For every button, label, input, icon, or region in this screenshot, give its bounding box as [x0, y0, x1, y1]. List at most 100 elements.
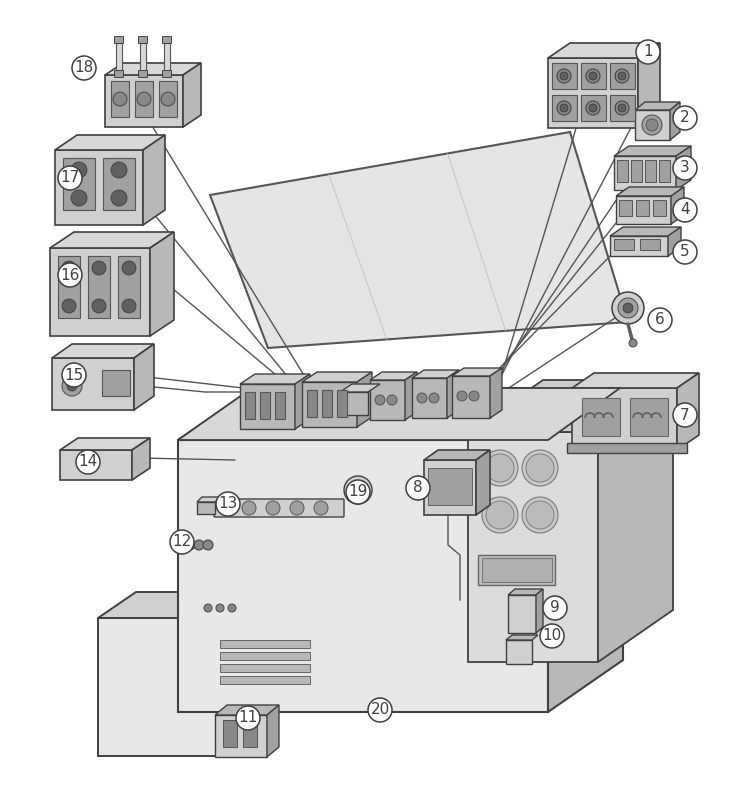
Circle shape	[375, 395, 385, 405]
Circle shape	[560, 72, 568, 80]
Text: 4: 4	[681, 202, 690, 218]
Polygon shape	[617, 160, 628, 182]
Polygon shape	[468, 380, 673, 432]
Text: 8: 8	[413, 481, 423, 495]
Polygon shape	[610, 236, 668, 256]
Polygon shape	[490, 368, 502, 418]
Polygon shape	[572, 388, 677, 450]
Polygon shape	[295, 374, 310, 429]
Circle shape	[228, 604, 236, 612]
Text: 7: 7	[681, 407, 690, 422]
Text: 2: 2	[681, 110, 690, 126]
Circle shape	[62, 376, 82, 396]
Circle shape	[457, 391, 467, 401]
Polygon shape	[88, 256, 110, 318]
Circle shape	[615, 101, 629, 115]
Polygon shape	[240, 384, 295, 429]
Polygon shape	[337, 390, 347, 417]
Circle shape	[236, 706, 260, 730]
Polygon shape	[159, 81, 177, 117]
Circle shape	[429, 393, 439, 403]
Circle shape	[615, 69, 629, 83]
Polygon shape	[134, 344, 154, 410]
Circle shape	[92, 299, 106, 313]
Circle shape	[482, 497, 518, 533]
Polygon shape	[307, 390, 317, 417]
FancyBboxPatch shape	[162, 37, 171, 43]
Polygon shape	[581, 95, 606, 121]
Circle shape	[618, 104, 626, 112]
Circle shape	[642, 115, 662, 135]
Circle shape	[290, 501, 304, 515]
Polygon shape	[614, 146, 691, 156]
Polygon shape	[635, 102, 680, 110]
Polygon shape	[610, 227, 681, 236]
Polygon shape	[645, 160, 656, 182]
Polygon shape	[60, 438, 150, 450]
FancyBboxPatch shape	[138, 37, 147, 43]
Text: 13: 13	[218, 497, 238, 511]
Circle shape	[203, 540, 213, 550]
Circle shape	[526, 501, 554, 529]
Text: 20: 20	[371, 702, 390, 718]
Polygon shape	[111, 81, 129, 117]
Circle shape	[522, 450, 558, 486]
Circle shape	[92, 261, 106, 275]
Polygon shape	[424, 460, 476, 515]
Polygon shape	[552, 63, 577, 89]
Polygon shape	[468, 432, 598, 662]
Polygon shape	[508, 589, 543, 595]
Circle shape	[612, 292, 644, 324]
Polygon shape	[55, 135, 165, 150]
Polygon shape	[340, 384, 380, 392]
Polygon shape	[405, 372, 417, 420]
Polygon shape	[506, 635, 538, 640]
Polygon shape	[614, 156, 676, 190]
Circle shape	[113, 92, 127, 106]
Polygon shape	[164, 43, 170, 73]
Polygon shape	[357, 372, 372, 427]
Polygon shape	[260, 392, 270, 419]
Polygon shape	[598, 380, 673, 662]
Polygon shape	[58, 256, 80, 318]
Polygon shape	[243, 720, 257, 747]
Circle shape	[540, 624, 564, 648]
Polygon shape	[581, 63, 606, 89]
Circle shape	[557, 101, 571, 115]
Polygon shape	[636, 200, 649, 216]
Polygon shape	[619, 200, 632, 216]
Polygon shape	[412, 370, 459, 378]
Circle shape	[185, 540, 195, 550]
Polygon shape	[132, 438, 150, 480]
Polygon shape	[370, 380, 405, 420]
Polygon shape	[638, 43, 660, 128]
Polygon shape	[616, 187, 684, 196]
Circle shape	[586, 69, 600, 83]
Polygon shape	[50, 232, 174, 248]
Polygon shape	[548, 58, 638, 128]
Polygon shape	[220, 664, 310, 672]
Polygon shape	[548, 388, 623, 712]
Polygon shape	[610, 95, 635, 121]
Polygon shape	[412, 378, 447, 418]
Circle shape	[76, 450, 100, 474]
Polygon shape	[135, 81, 153, 117]
Circle shape	[111, 190, 127, 206]
Circle shape	[486, 454, 514, 482]
Circle shape	[673, 403, 697, 427]
Polygon shape	[267, 705, 279, 757]
Circle shape	[350, 482, 366, 498]
Polygon shape	[424, 450, 490, 460]
Circle shape	[122, 261, 136, 275]
Text: 11: 11	[238, 710, 258, 726]
Polygon shape	[197, 502, 215, 514]
Polygon shape	[653, 200, 666, 216]
Polygon shape	[322, 390, 332, 417]
Polygon shape	[506, 640, 532, 664]
Circle shape	[62, 261, 76, 275]
Text: 14: 14	[78, 454, 98, 470]
Circle shape	[636, 40, 660, 64]
Circle shape	[526, 454, 554, 482]
Polygon shape	[302, 372, 372, 382]
Polygon shape	[659, 160, 670, 182]
